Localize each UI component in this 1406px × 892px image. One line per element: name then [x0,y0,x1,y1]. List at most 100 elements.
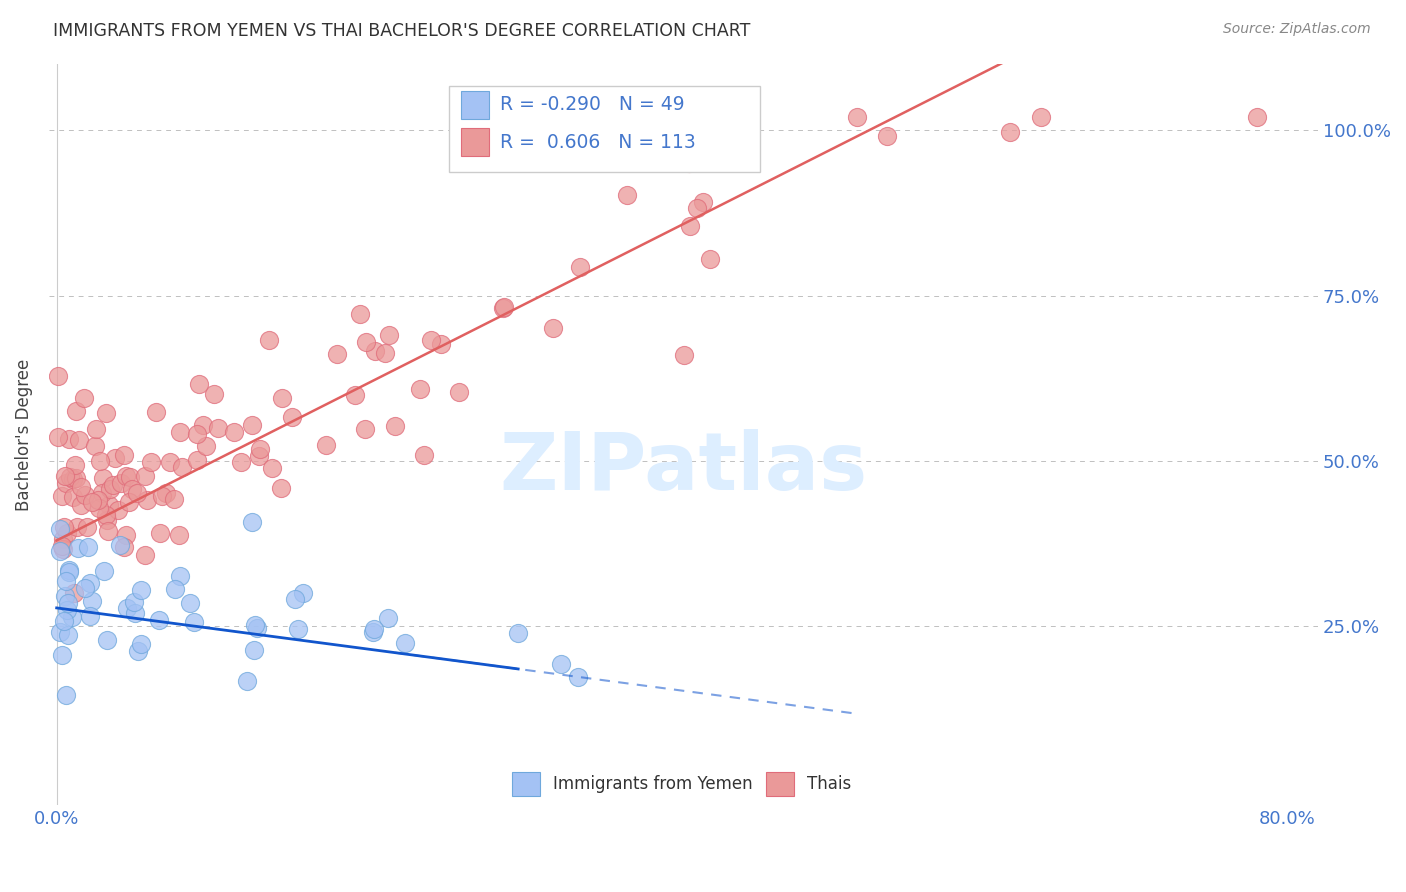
Point [354,335,377,350]
Point [70,498,93,512]
Point [149,526,172,541]
Point [51,489,73,503]
Point [845,110,868,124]
Point [377,328,399,343]
Point [112,540,135,554]
Point [46,430,69,444]
Point [53,614,76,628]
Point [56,603,79,617]
Point [249,442,271,456]
Point [117,495,139,509]
Point [63,586,86,600]
Point [70,480,93,494]
Point [121,482,143,496]
Point [62,490,84,504]
Point [120,470,142,484]
Point [115,469,138,483]
Point [148,613,170,627]
Point [686,202,709,216]
Point [207,421,229,435]
Point [94,508,117,522]
Text: Source: ZipAtlas.com: Source: ZipAtlas.com [1223,22,1371,37]
Point [354,422,377,436]
Point [96,513,118,527]
Point [53,590,76,604]
Point [51,648,73,662]
Point [112,448,135,462]
FancyBboxPatch shape [766,772,794,797]
Point [56,525,79,540]
Point [141,455,163,469]
Point [129,637,152,651]
Point [281,410,304,425]
Point [394,636,416,650]
Point [169,569,191,583]
Point [567,670,589,684]
Point [49,625,72,640]
Point [98,498,121,512]
Point [409,382,432,396]
Point [84,422,107,436]
Point [262,460,284,475]
Point [134,469,156,483]
Point [172,460,194,475]
Point [48,543,70,558]
Point [96,633,118,648]
Point [270,481,292,495]
Point [80,594,103,608]
Point [377,610,399,624]
Point [110,538,132,552]
Text: ZIPatlas: ZIPatlas [499,429,868,507]
Point [127,643,149,657]
Point [56,596,79,610]
Point [222,425,245,439]
Point [183,615,205,630]
Point [326,346,349,360]
Point [55,476,77,491]
Point [110,475,132,490]
Point [76,520,98,534]
Point [93,471,115,485]
Point [363,625,385,640]
FancyBboxPatch shape [461,90,489,119]
Point [134,548,156,562]
Point [48,368,70,383]
Point [124,606,146,620]
Point [349,307,371,321]
Point [541,321,564,335]
Point [52,541,75,556]
Point [58,565,80,579]
Point [179,596,201,610]
Point [240,515,263,529]
Point [229,455,252,469]
Point [124,595,146,609]
Point [384,419,406,434]
Point [65,471,87,485]
Point [159,455,181,469]
Point [247,449,270,463]
Point [91,486,114,500]
Point [616,188,638,202]
Text: R =  0.606   N = 113: R = 0.606 N = 113 [499,133,696,152]
Point [186,427,208,442]
Point [107,503,129,517]
Point [315,438,337,452]
Point [163,491,186,506]
Point [374,346,396,360]
Text: R = -0.290   N = 49: R = -0.290 N = 49 [499,95,685,114]
Point [240,417,263,432]
Point [187,376,209,391]
FancyBboxPatch shape [512,772,540,797]
Point [236,673,259,688]
Point [876,128,898,143]
Text: Thais: Thais [807,775,851,793]
Point [55,574,77,588]
Point [115,528,138,542]
Point [127,486,149,500]
Point [363,623,385,637]
Point [51,539,73,553]
Point [1399,110,1406,124]
Point [1031,110,1053,124]
Point [97,524,120,538]
Point [93,564,115,578]
